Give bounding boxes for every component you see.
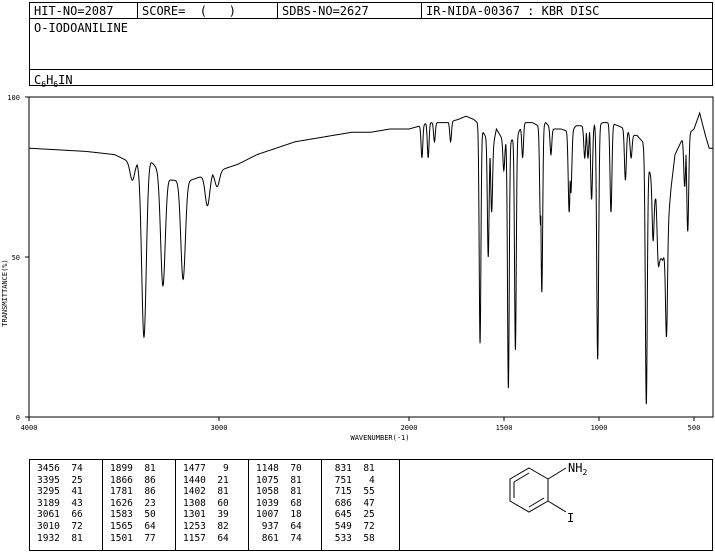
peak-table: 3456 74 3395 25 3295 41 3189 43 3061 66 3010 … xyxy=(29,459,713,551)
peak-entry: 1899 81 xyxy=(110,463,156,474)
plot-frame xyxy=(28,96,714,418)
peak-entry: 1565 64 xyxy=(110,520,156,532)
formula-h: H xyxy=(46,73,54,87)
benzene-ring xyxy=(509,467,549,513)
peak-entry: 751 4 xyxy=(329,474,375,486)
iodo-bond xyxy=(547,500,567,513)
peak-entry: 1157 64 xyxy=(183,532,229,544)
spectrum-line xyxy=(28,111,713,405)
header-box: HIT-NO=2087 SCORE= ( ) SDBS-NO=2627 IR-N… xyxy=(29,2,713,89)
formula-rest: IN xyxy=(58,73,73,87)
peak-entry: 533 58 xyxy=(329,532,375,544)
peak-table-column: 831 81 751 4 715 55 686 47 645 25 549 72… xyxy=(322,460,400,550)
peak-entry: 3010 72 xyxy=(37,520,83,532)
peak-entry: 3189 43 xyxy=(37,497,83,509)
molecule-structure: NH2 I xyxy=(509,461,587,525)
header-divider xyxy=(30,69,712,70)
sdbs-number: SDBS-NO=2627 xyxy=(278,3,422,19)
peak-entry: 1781 86 xyxy=(110,486,156,498)
x-tick-label: 3000 xyxy=(211,424,228,432)
peak-entry: 861 74 xyxy=(256,532,302,544)
peak-entry: 1058 81 xyxy=(256,486,302,498)
iodo-label: I xyxy=(567,511,574,525)
y-tick-label: 100 xyxy=(7,94,20,102)
peak-table-column: 1477 9 1440 21 1402 81 1308 60 1301 39 1253 8… xyxy=(176,460,249,550)
ir-info: IR-NIDA-00367 : KBR DISC xyxy=(422,3,712,19)
ring-double-bond xyxy=(513,472,530,483)
x-axis-ticks: 4000 3000 2000 1500 1000 500 xyxy=(21,417,701,432)
peak-entry: 1007 18 xyxy=(256,509,302,521)
peak-entry: 1308 60 xyxy=(183,497,229,509)
peak-entry: 1075 81 xyxy=(256,474,302,486)
peak-entry: 1039 68 xyxy=(256,497,302,509)
y-axis-ticks: 0 50 100 xyxy=(7,94,29,422)
peak-entry: 1402 81 xyxy=(183,486,229,498)
molecular-formula: C6H6IN xyxy=(34,73,73,89)
ring-double-bond xyxy=(528,497,545,508)
x-tick-label: 1000 xyxy=(591,424,608,432)
formula-c: C xyxy=(34,73,42,87)
peak-entry: 1501 77 xyxy=(110,532,156,544)
peak-table-column: 1148 70 1075 81 1058 81 1039 68 1007 18 937 … xyxy=(249,460,322,550)
structure-panel: NH2 I xyxy=(400,460,712,550)
peak-entry: 1253 82 xyxy=(183,520,229,532)
y-tick-label: 0 xyxy=(16,414,20,422)
peak-entry: 1626 23 xyxy=(110,497,156,509)
amine-label: NH2 xyxy=(568,461,587,477)
peak-entry: 1583 50 xyxy=(110,509,156,521)
peak-entry: 3395 25 xyxy=(37,474,83,486)
amine-bond xyxy=(547,467,567,480)
x-tick-label: 1500 xyxy=(496,424,513,432)
ir-spectrum-chart: 0 50 100 4000 3000 2000 1500 1000 500 WAVENUMBE… xyxy=(1,94,714,442)
peak-entry: 1301 39 xyxy=(183,509,229,521)
formula-h-count: 6 xyxy=(53,80,59,89)
peak-entry: 1440 21 xyxy=(183,474,229,486)
peak-entry: 549 72 xyxy=(329,520,375,532)
compound-name: O-IODOANILINE xyxy=(34,21,128,35)
x-tick-label: 4000 xyxy=(21,424,38,432)
x-tick-label: 500 xyxy=(688,424,701,432)
hit-number: HIT-NO=2087 xyxy=(30,3,138,19)
peak-entry: 1477 9 xyxy=(183,463,229,474)
peak-entry: 3061 66 xyxy=(37,509,83,521)
peak-table-column: 3456 74 3395 25 3295 41 3189 43 3061 66 3010 … xyxy=(30,460,103,550)
peak-entry: 937 64 xyxy=(256,520,302,532)
peak-entry: 3295 41 xyxy=(37,486,83,498)
x-axis-label: WAVENUMBER(-1) xyxy=(350,434,409,442)
peak-table-column: 1899 81 1866 86 1781 86 1626 23 1583 50 1565 … xyxy=(103,460,176,550)
peak-entry: 645 25 xyxy=(329,509,375,521)
peak-entry: 3456 74 xyxy=(37,463,83,474)
peak-entry: 831 81 xyxy=(329,463,375,474)
x-tick-label: 2000 xyxy=(401,424,418,432)
score: SCORE= ( ) xyxy=(138,3,278,19)
peak-entry: 1932 81 xyxy=(37,532,83,544)
peak-entry: 715 55 xyxy=(329,486,375,498)
peak-entry: 686 47 xyxy=(329,497,375,509)
y-axis-label: TRANSMITTANCE(%) xyxy=(1,259,9,326)
peak-entry: 1148 70 xyxy=(256,463,302,474)
y-tick-label: 50 xyxy=(12,254,20,262)
peak-entry: 1866 86 xyxy=(110,474,156,486)
formula-c-count: 6 xyxy=(41,80,47,89)
